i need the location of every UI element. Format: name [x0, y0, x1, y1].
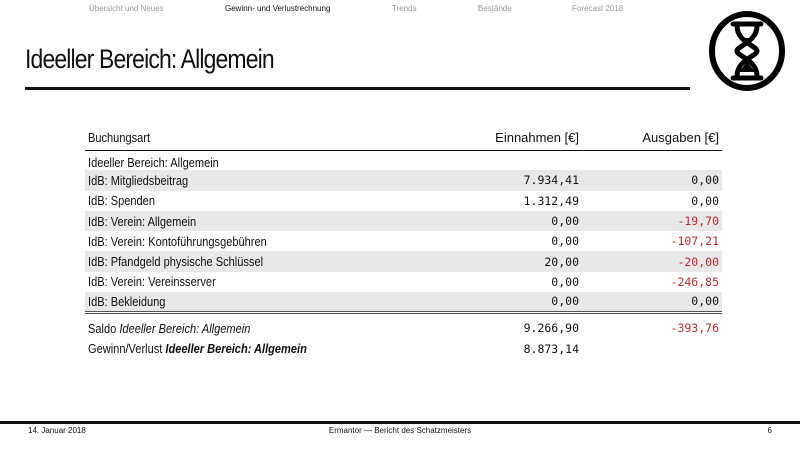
section-navigation: Übersicht und Neues Gewinn- und Verlustr…: [0, 4, 800, 18]
nav-item-forecast[interactable]: Forecast 2018: [572, 4, 624, 13]
row-label: IdB: Verein: Kontoführungsgebühren: [88, 233, 267, 249]
title-divider: [25, 87, 690, 90]
row-ausgaben: 0,00: [691, 193, 719, 208]
table-row: IdB: Bekleidung 0,00 0,00: [85, 292, 722, 313]
header-ausgaben: Ausgaben [€]: [642, 130, 719, 146]
page-number: 6: [767, 426, 772, 435]
row-label: IdB: Pfandgeld physische Schlüssel: [85, 251, 456, 272]
nav-item-trends[interactable]: Trends: [392, 4, 417, 13]
footer-title: Ermantor — Bericht des Schatzmeisters: [328, 426, 472, 435]
gewinn-einnahmen: 8.873,14: [523, 341, 579, 356]
row-einnahmen: 0,00: [455, 210, 582, 232]
row-ausgaben: 0,00: [582, 292, 722, 313]
nav-item-gewinn-verlust[interactable]: Gewinn- und Verlustrechnung: [225, 4, 331, 13]
gewinn-prefix: Gewinn/Verlust: [88, 341, 163, 357]
row-ausgaben: -20,00: [582, 251, 722, 272]
saldo-row: Saldo Ideeller Bereich: Allgemein 9.266,…: [85, 310, 722, 339]
row-einnahmen: 1.312,49: [523, 193, 579, 208]
row-label: IdB: Spenden: [88, 193, 155, 209]
saldo-einnahmen: 9.266,90: [455, 310, 582, 339]
row-ausgaben: -246,85: [670, 274, 719, 289]
saldo-prefix: Saldo: [88, 320, 117, 336]
table-row: IdB: Verein: Kontoführungsgebühren 0,00 …: [85, 231, 722, 251]
header-einnahmen: Einnahmen [€]: [495, 130, 579, 146]
table-row: IdB: Mitgliedsbeitrag 7.934,41 0,00: [85, 170, 722, 191]
footer-divider: [0, 421, 800, 424]
gewinn-name: Ideeller Bereich: Allgemein: [165, 341, 307, 357]
row-ausgaben: -107,21: [670, 234, 719, 249]
nav-item-bestaende[interactable]: Bestände: [478, 4, 512, 13]
row-einnahmen: 0,00: [551, 274, 579, 289]
booking-table: Buchungsart Einnahmen [€] Ausgaben [€] I…: [85, 126, 722, 359]
footer-date: 14. Januar 2018: [28, 426, 86, 435]
saldo-ausgaben: -393,76: [582, 310, 722, 339]
hourglass-circle-logo: [709, 11, 785, 91]
row-ausgaben: 0,00: [582, 170, 722, 191]
row-ausgaben: -19,70: [582, 210, 722, 232]
group-label: Ideeller Bereich: Allgemein: [88, 154, 219, 170]
saldo-name: Ideeller Bereich: Allgemein: [119, 320, 251, 336]
row-einnahmen: 0,00: [551, 234, 579, 249]
header-buchungsart: Buchungsart: [88, 130, 151, 146]
group-row: Ideeller Bereich: Allgemein: [85, 150, 722, 170]
row-einnahmen: 0,00: [455, 292, 582, 313]
page-title: Ideeller Bereich: Allgemein: [25, 44, 275, 74]
row-label: IdB: Verein: Vereinsserver: [88, 274, 216, 290]
table-row: IdB: Verein: Allgemein 0,00 -19,70: [85, 210, 722, 232]
row-einnahmen: 7.934,41: [455, 170, 582, 191]
nav-item-uebersicht[interactable]: Übersicht und Neues: [89, 4, 164, 13]
row-label: IdB: Mitgliedsbeitrag: [85, 170, 456, 191]
table-row: IdB: Spenden 1.312,49 0,00: [85, 191, 722, 211]
table-row: IdB: Pfandgeld physische Schlüssel 20,00…: [85, 251, 722, 272]
gewinn-row: Gewinn/Verlust Ideeller Bereich: Allgeme…: [85, 338, 722, 358]
table-header: Buchungsart Einnahmen [€] Ausgaben [€]: [85, 126, 722, 150]
table-row: IdB: Verein: Vereinsserver 0,00 -246,85: [85, 272, 722, 292]
row-label: IdB: Bekleidung: [85, 292, 456, 313]
row-label: IdB: Verein: Allgemein: [85, 210, 456, 232]
row-einnahmen: 20,00: [455, 251, 582, 272]
